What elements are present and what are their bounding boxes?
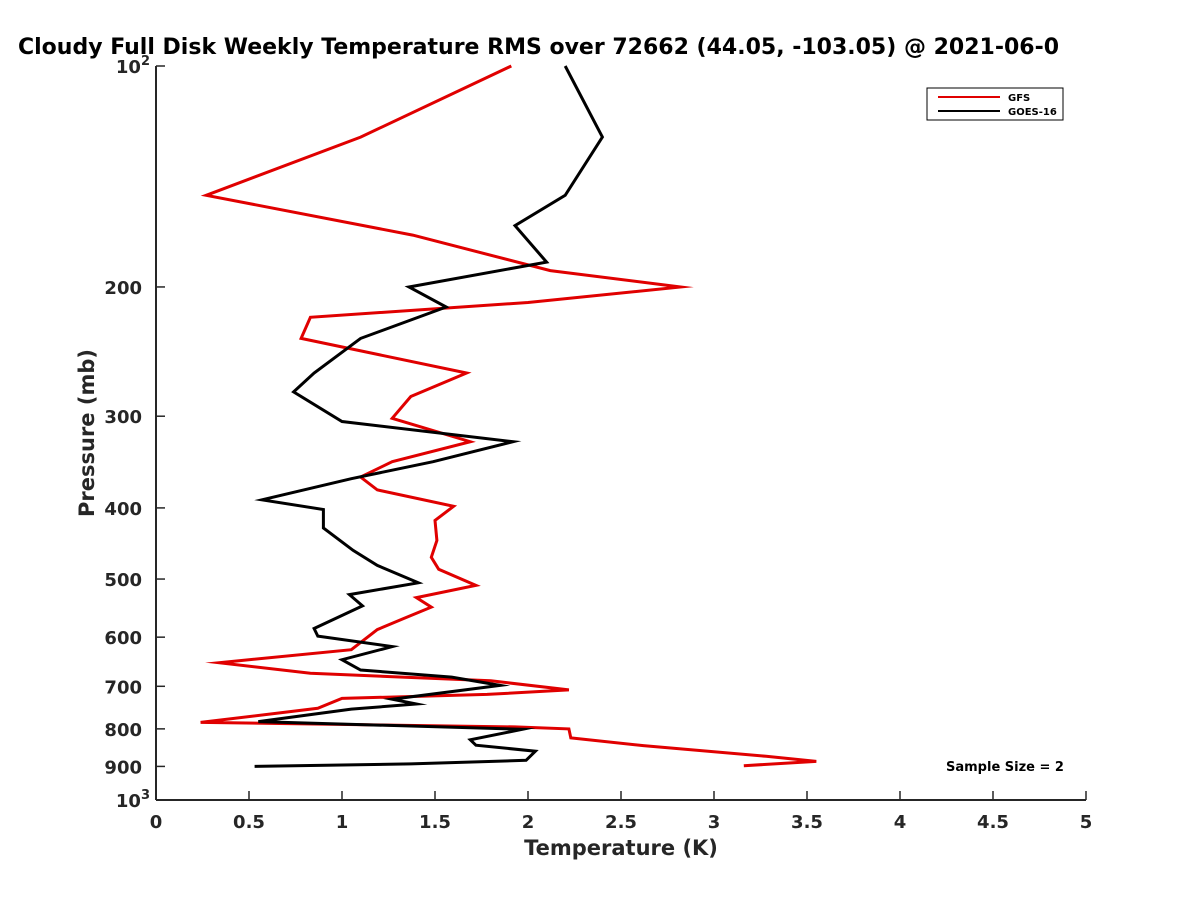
y-tick-label: 200 (104, 278, 142, 299)
x-tick-label: 2 (522, 812, 535, 833)
legend-box (926, 87, 1064, 121)
y-tick-label: 300 (104, 407, 142, 428)
x-tick-label: 5 (1080, 812, 1093, 833)
y-ticks: 102 200 300 400 500 600 700 800 900 103 (104, 54, 165, 812)
chart-title: Cloudy Full Disk Weekly Temperature RMS … (18, 35, 1059, 60)
y-tick-label: 102 (116, 54, 150, 78)
y-tick-label: 800 (104, 720, 142, 741)
y-tick-label: 103 (116, 788, 150, 812)
x-tick-label: 4 (894, 812, 907, 833)
x-tick-label: 1.5 (419, 812, 451, 833)
x-tick-label: 2.5 (605, 812, 637, 833)
sample-size-annotation: Sample Size = 2 (946, 760, 1064, 775)
y-tick-label: 600 (104, 628, 142, 649)
x-tick-label: 1 (336, 812, 349, 833)
y-tick-label: 400 (104, 499, 142, 520)
y-tick-label: 700 (104, 677, 142, 698)
y-axis-label: Pressure (mb) (75, 349, 99, 517)
x-tick-label: 3 (708, 812, 721, 833)
legend-label-gfs: GFS (1008, 93, 1030, 104)
x-tick-label: 0.5 (233, 812, 265, 833)
x-tick-label: 3.5 (791, 812, 823, 833)
y-tick-label: 500 (104, 570, 142, 591)
legend-label-goes16: GOES-16 (1008, 107, 1057, 118)
y-tick-label: 900 (104, 757, 142, 778)
series-layer (200, 64, 817, 768)
x-tick-label: 4.5 (977, 812, 1009, 833)
legend: GFS GOES-16 (926, 87, 1064, 121)
x-ticks: 0 0.5 1 1.5 2 2.5 3 3.5 4 4.5 5 (150, 791, 1093, 833)
series-line-goes16 (254, 65, 605, 768)
x-axis-label: Temperature (K) (524, 836, 718, 860)
series-line-gfs (200, 64, 817, 768)
x-tick-label: 0 (150, 812, 163, 833)
